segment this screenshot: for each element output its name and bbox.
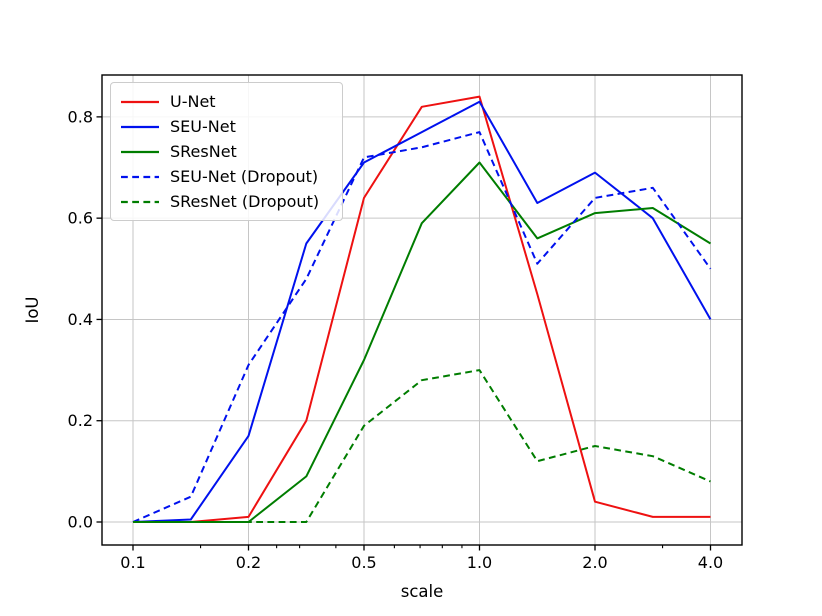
y-tick-label: 0.6 xyxy=(68,209,93,228)
legend-item: SEU-Net (Dropout) xyxy=(119,164,334,189)
tick-labels: 0.1 0.2 0.5 1.0 2.0 4.0 0.0 0.2 0.4 0.6 0.8 xyxy=(68,107,724,572)
x-tick-label: 0.2 xyxy=(236,553,261,572)
legend-line-sample xyxy=(121,200,159,203)
legend-label: SResNet (Dropout) xyxy=(170,191,320,211)
legend-label: SEU-Net (Dropout) xyxy=(170,166,319,186)
legend-item: SResNet (Dropout) xyxy=(119,189,334,214)
x-tick-label: 4.0 xyxy=(698,553,723,572)
series-line-4 xyxy=(132,131,712,523)
legend-item: U-Net xyxy=(119,89,334,114)
x-tick-label: 0.1 xyxy=(120,553,145,572)
plot-border xyxy=(101,74,743,546)
legend-item: SResNet xyxy=(119,139,334,164)
y-tick-label: 0.0 xyxy=(68,513,93,532)
x-tick-label: 0.5 xyxy=(351,553,376,572)
x-axis-label: scale xyxy=(401,582,444,601)
legend-line-sample xyxy=(121,150,159,153)
series-line-1 xyxy=(133,95,711,523)
series-line-5 xyxy=(133,369,711,523)
y-axis-label: IoU xyxy=(23,296,42,323)
legend: U-Net SEU-Net SResNet SEU-Net (Dropout) SRes… xyxy=(110,82,343,221)
x-tick-label: 1.0 xyxy=(467,553,492,572)
legend-item: SEU-Net xyxy=(119,114,334,139)
legend-line-sample xyxy=(121,100,159,103)
y-tick-label: 0.4 xyxy=(68,310,93,329)
legend-line-sample xyxy=(121,175,159,178)
legend-label: SEU-Net xyxy=(170,116,236,136)
y-tick-label: 0.2 xyxy=(68,411,93,430)
x-tick-label: 2.0 xyxy=(582,553,607,572)
axes-frame xyxy=(101,74,743,546)
legend-label: U-Net xyxy=(170,91,216,111)
y-tick-label: 0.8 xyxy=(68,107,93,126)
legend-label: SResNet xyxy=(170,141,237,161)
data-series xyxy=(132,95,712,523)
series-line-2 xyxy=(132,100,712,523)
legend-line-sample xyxy=(121,125,159,128)
axis-ticks xyxy=(96,116,712,551)
